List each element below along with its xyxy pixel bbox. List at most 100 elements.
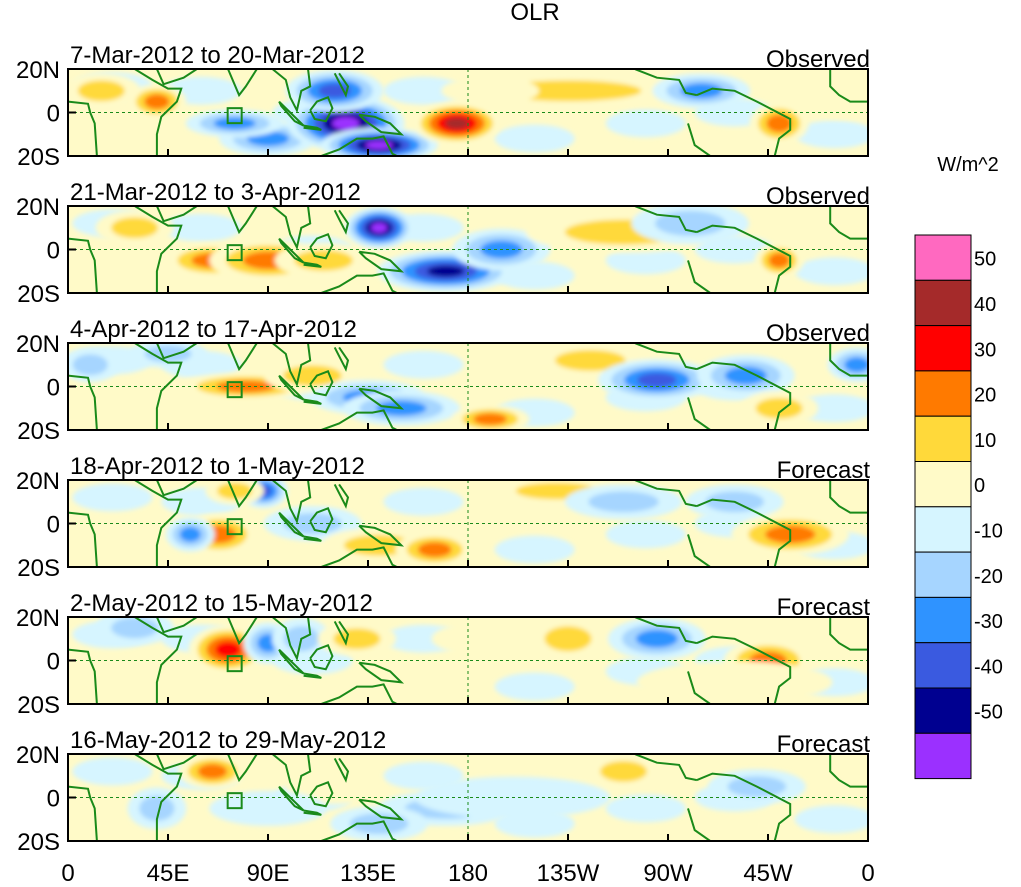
coastline bbox=[320, 135, 398, 156]
colorbar-label: 20 bbox=[974, 385, 996, 407]
colorbar-swatch bbox=[914, 415, 972, 463]
panels-group: 20N 0 20S 7-Mar-2012 to 20-Mar-2012 Observed… bbox=[16, 42, 871, 856]
coastline bbox=[90, 617, 183, 704]
coastline bbox=[155, 480, 198, 497]
coastline bbox=[320, 546, 398, 567]
background-patch bbox=[605, 520, 686, 549]
colorbar: W/m^2 50 40 30 20 10 0 -10 -20 -30 -40 -50 bbox=[914, 154, 1003, 780]
coastlines bbox=[68, 754, 868, 841]
colorbar-label: -30 bbox=[974, 611, 1003, 633]
region-box bbox=[226, 381, 243, 399]
x-axis: 0 45E 90E 135E 180 135W 90W 45W 0 bbox=[61, 860, 874, 887]
panel-status: Forecast bbox=[777, 594, 871, 621]
panel-1: 20N 0 20S 7-Mar-2012 to 20-Mar-2012 Observed bbox=[16, 42, 870, 171]
panel-status: Observed bbox=[766, 183, 870, 210]
y-tick-label: 20S bbox=[17, 692, 60, 719]
coastline bbox=[333, 483, 350, 509]
coastline bbox=[271, 343, 312, 388]
coastline bbox=[358, 524, 405, 547]
background-patch bbox=[794, 120, 868, 149]
coastline bbox=[634, 617, 698, 645]
colorbar-units: W/m^2 bbox=[937, 154, 999, 176]
x-tick-label: 90E bbox=[247, 860, 290, 887]
panel-period: 4-Apr-2012 to 17-Apr-2012 bbox=[70, 316, 357, 343]
anomaly-mark bbox=[294, 249, 353, 271]
coastline bbox=[68, 511, 98, 567]
coastline bbox=[278, 648, 305, 675]
y-tick-label: 20S bbox=[17, 418, 60, 445]
anomaly-mark bbox=[209, 790, 327, 826]
y-tick-label: 20S bbox=[17, 281, 60, 308]
x-tick-label: 90W bbox=[643, 860, 693, 887]
anomaly-mark bbox=[680, 83, 723, 99]
coastline bbox=[219, 480, 268, 509]
coastline bbox=[333, 757, 350, 783]
coastline bbox=[696, 224, 792, 293]
y-tick-label: 0 bbox=[47, 238, 60, 265]
coastline bbox=[68, 100, 98, 156]
colorbar-label: 50 bbox=[974, 249, 996, 271]
background-patch bbox=[605, 246, 686, 275]
anomaly-mark bbox=[766, 114, 792, 133]
coastlines bbox=[68, 69, 868, 156]
background-patch bbox=[383, 350, 464, 379]
colorbar-label: 40 bbox=[974, 294, 996, 316]
coastline bbox=[309, 644, 334, 671]
x-tick-label: 45W bbox=[743, 860, 793, 887]
coastline bbox=[687, 260, 711, 293]
coastline bbox=[303, 398, 322, 405]
coastline bbox=[155, 206, 198, 223]
panel-status: Forecast bbox=[777, 457, 871, 484]
panel-status: Observed bbox=[766, 320, 870, 347]
colorbar-label: -20 bbox=[974, 566, 1003, 588]
coastline bbox=[634, 754, 698, 782]
anomaly-mark bbox=[111, 617, 159, 639]
coastline bbox=[90, 754, 183, 841]
coastline bbox=[320, 820, 398, 841]
coastline bbox=[687, 123, 711, 156]
y-tick-label: 20N bbox=[16, 331, 60, 358]
coastline bbox=[219, 617, 268, 646]
coastline bbox=[219, 69, 268, 98]
coastline bbox=[696, 87, 792, 156]
colorbar-swatch bbox=[914, 687, 972, 734]
anomaly-mark bbox=[444, 117, 469, 130]
x-tick-label: 180 bbox=[448, 860, 488, 887]
panel-period: 18-Apr-2012 to 1-May-2012 bbox=[70, 453, 365, 480]
anomaly-mark bbox=[635, 629, 678, 648]
x-tick-label: 45E bbox=[147, 860, 190, 887]
coastlines bbox=[68, 206, 868, 293]
anomaly-mark bbox=[544, 626, 592, 652]
coastline bbox=[634, 343, 698, 371]
coastline bbox=[271, 69, 312, 114]
coastline bbox=[333, 72, 350, 98]
coastline bbox=[155, 69, 198, 86]
y-tick-label: 20N bbox=[16, 194, 60, 221]
anomaly-mark bbox=[427, 265, 465, 277]
colorbar-label: 0 bbox=[974, 475, 985, 497]
y-tick-label: 0 bbox=[47, 649, 60, 676]
coastline bbox=[271, 754, 312, 799]
colorbar-swatch bbox=[914, 506, 972, 553]
coastline bbox=[219, 206, 268, 235]
background-patch bbox=[161, 213, 242, 242]
coastline bbox=[829, 617, 868, 651]
panel-6: 20N 0 20S 16-May-2012 to 29-May-2012 Forecas… bbox=[16, 727, 870, 856]
colorbar-swatch bbox=[914, 279, 972, 327]
background-patch bbox=[383, 487, 464, 516]
coastline bbox=[309, 507, 334, 534]
coastline bbox=[333, 209, 350, 235]
anomaly-mark bbox=[796, 84, 868, 120]
panel-period: 16-May-2012 to 29-May-2012 bbox=[70, 727, 386, 754]
background-patch bbox=[605, 794, 686, 823]
coastline bbox=[829, 480, 868, 514]
anomaly-mark bbox=[144, 94, 170, 110]
coastline bbox=[271, 617, 312, 662]
anomaly-mark bbox=[417, 542, 452, 558]
anomaly-mark bbox=[588, 491, 659, 513]
coastlines bbox=[68, 480, 868, 567]
coastline bbox=[278, 785, 305, 812]
coastline bbox=[278, 511, 305, 538]
background-patch bbox=[383, 76, 464, 105]
